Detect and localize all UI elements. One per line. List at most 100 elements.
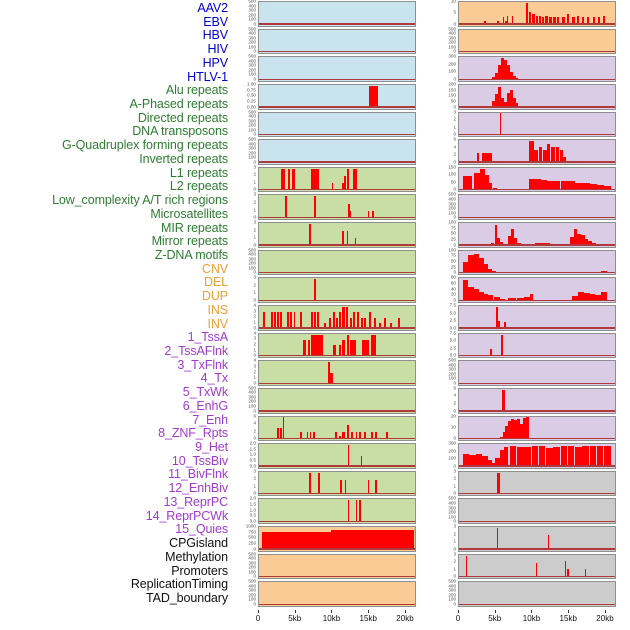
histogram-bar bbox=[362, 339, 369, 357]
y-tick-label: 100 bbox=[248, 569, 256, 575]
track-label-14-reprpcwk: 14_ReprPCWk bbox=[145, 508, 228, 523]
y-tick-label: 400 bbox=[248, 583, 256, 589]
y-tick-label: 100 bbox=[448, 514, 456, 520]
histogram-bar bbox=[589, 445, 597, 467]
histogram-bar bbox=[497, 237, 501, 246]
histogram-bar bbox=[517, 419, 520, 440]
histogram-bar bbox=[484, 21, 486, 25]
y-tick-label: 400 bbox=[248, 30, 256, 36]
y-axis: 2.0 1.5 1.0 0.5 0.0 bbox=[230, 497, 257, 525]
histogram-bar bbox=[311, 334, 323, 357]
y-tick-label: 0 bbox=[253, 491, 256, 497]
y-tick-label: 300 bbox=[448, 440, 456, 446]
histogram-bar bbox=[506, 93, 510, 108]
histogram-bar bbox=[529, 179, 536, 191]
y-tick-label: 0 bbox=[253, 601, 256, 607]
histogram-bar bbox=[556, 17, 560, 25]
track-left-panel-aav2: 500 400 300 200 100 0 bbox=[230, 0, 430, 28]
x-tick-mark bbox=[531, 610, 533, 613]
track-left-panel-mir-repeats: 2.0 1.5 1.0 0.5 0.0 bbox=[230, 441, 430, 470]
track-label-7-enh: 7_Enh bbox=[192, 412, 228, 427]
histogram-bar bbox=[263, 312, 265, 329]
y-tick-label: 100 bbox=[448, 69, 456, 75]
track-left-panel-htlv-1: 500 400 300 200 100 0 bbox=[230, 137, 430, 166]
histogram-bar bbox=[538, 446, 546, 467]
track-label-hbv: HBV bbox=[202, 28, 229, 43]
y-tick-label: 300 bbox=[248, 588, 256, 594]
histogram-bar bbox=[331, 530, 414, 550]
y-tick-label: 1.00 bbox=[247, 81, 256, 87]
baseline bbox=[259, 133, 415, 136]
histogram-bar bbox=[493, 296, 500, 301]
track-label-6-enhg: 6_EnhG bbox=[182, 398, 228, 413]
y-tick-label: 400 bbox=[448, 500, 456, 506]
track-label-replicationtiming: ReplicationTiming bbox=[130, 577, 228, 592]
histogram-bar bbox=[475, 454, 483, 467]
histogram-bar bbox=[555, 147, 560, 163]
histogram-bar bbox=[468, 286, 474, 301]
histogram-bar bbox=[335, 317, 339, 329]
y-tick-label: 50 bbox=[450, 258, 456, 264]
histogram-bar bbox=[314, 279, 316, 301]
y-axis: 500 400 300 200 100 0 bbox=[230, 54, 257, 83]
y-axis: 10 5 0 bbox=[430, 0, 457, 28]
histogram-bar bbox=[309, 223, 311, 246]
y-tick-label: 2 bbox=[253, 369, 256, 375]
histogram-bar bbox=[375, 431, 377, 440]
histogram-bar bbox=[498, 87, 502, 108]
histogram-bar bbox=[564, 561, 567, 578]
track-label-l2-repeats: L2 repeats bbox=[169, 179, 228, 194]
histogram-bar bbox=[511, 15, 514, 25]
y-tick-label: 200 bbox=[248, 261, 256, 266]
y-tick-label: 0 bbox=[253, 270, 256, 276]
histogram-bar bbox=[314, 312, 316, 329]
y-tick-label: 0 bbox=[453, 76, 456, 82]
y-tick-label: 200 bbox=[448, 371, 456, 377]
histogram-bar bbox=[577, 292, 584, 301]
histogram-bar bbox=[309, 472, 311, 495]
histogram-bar bbox=[546, 144, 551, 163]
histogram-bar bbox=[473, 253, 479, 274]
y-tick-label: 500 bbox=[248, 109, 256, 115]
histogram-bar bbox=[498, 320, 501, 329]
x-tick-label: 10kb bbox=[322, 614, 341, 623]
y-tick-label: 1000 bbox=[245, 523, 256, 529]
y-tick-label: 0 bbox=[253, 574, 256, 580]
baseline bbox=[259, 244, 415, 246]
y-axis: 200 150 100 50 0 bbox=[430, 82, 457, 111]
track-label-column: AAV2 EBV HBV HIV HPV HTLV-1 Alu repeats A-Phase… bbox=[0, 0, 230, 630]
right-track-panel: 10 5 0 500 400 300 200 100 0 300 200 100 0 200 150 100 5… bbox=[430, 0, 630, 630]
histogram-bar bbox=[511, 228, 515, 246]
histogram-bar bbox=[567, 446, 575, 467]
y-tick-label: 5 bbox=[453, 10, 456, 16]
x-tick-label: 15kb bbox=[559, 614, 577, 623]
x-tick-label: 20kb bbox=[596, 614, 614, 623]
histogram-bar bbox=[353, 312, 356, 329]
histogram-bar bbox=[364, 317, 367, 329]
baseline bbox=[459, 493, 615, 495]
track-left-panel-low-complexity-a-t-rich-regions: 500 400 300 200 100 0 bbox=[230, 386, 430, 415]
track-right-panel-dup: 500 400 300 200 100 0 bbox=[430, 579, 630, 608]
histogram-bar bbox=[589, 183, 597, 191]
track-label-15-quies: 15_Quies bbox=[175, 522, 228, 537]
histogram-bar bbox=[462, 454, 470, 467]
histogram-bar bbox=[509, 90, 513, 108]
track-label-tad-boundary: TAD_boundary bbox=[146, 590, 228, 605]
histogram-bar bbox=[509, 72, 513, 80]
histogram-bar bbox=[359, 431, 361, 440]
histogram-bar bbox=[505, 425, 509, 440]
histogram-bar bbox=[577, 233, 581, 246]
y-tick-label: 0 bbox=[253, 297, 256, 303]
baseline bbox=[259, 354, 415, 357]
plot-area bbox=[458, 277, 616, 303]
histogram-bar bbox=[494, 224, 498, 246]
